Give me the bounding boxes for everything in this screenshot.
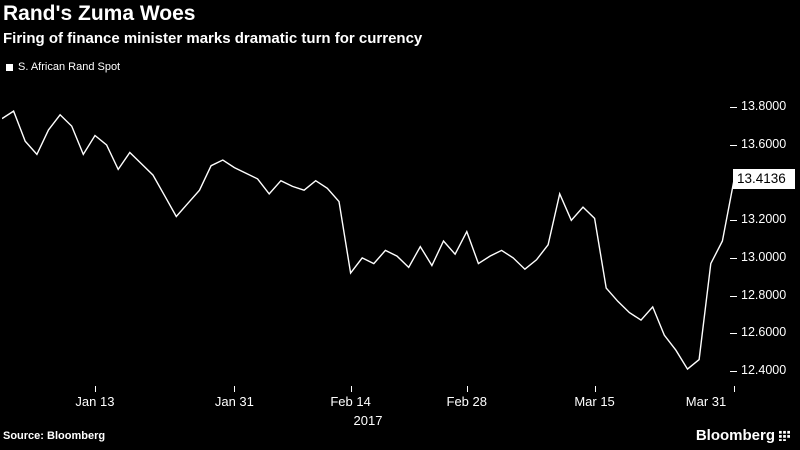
y-axis-tickmark bbox=[730, 333, 737, 335]
x-axis-label: Jan 13 bbox=[75, 394, 115, 409]
bloomberg-wordmark: Bloomberg bbox=[695, 427, 775, 444]
x-axis-tickmark bbox=[466, 386, 468, 392]
y-axis-tickmark bbox=[730, 370, 737, 372]
y-axis-label: 12.6000 bbox=[741, 325, 787, 340]
y-axis-label: 13.8000 bbox=[741, 99, 787, 114]
x-axis-label: Feb 14 bbox=[330, 394, 371, 409]
price-line-chart bbox=[2, 110, 734, 371]
x-axis-tickmark bbox=[94, 386, 96, 392]
y-axis-tickmark bbox=[730, 257, 737, 259]
x-axis-label: Feb 28 bbox=[446, 394, 487, 409]
legend: S. African Rand Spot bbox=[6, 61, 120, 73]
x-axis-label: Mar 15 bbox=[574, 394, 615, 409]
y-axis-label: 12.8000 bbox=[741, 287, 787, 302]
chart-title: Rand's Zuma Woes bbox=[3, 2, 196, 25]
x-axis-label: Jan 31 bbox=[214, 394, 254, 409]
y-axis-label: 13.6000 bbox=[741, 136, 787, 151]
chart-subtitle: Firing of finance minister marks dramati… bbox=[3, 30, 423, 47]
x-axis-tickmark bbox=[594, 386, 596, 392]
price-line bbox=[2, 110, 734, 371]
y-axis-label: 12.4000 bbox=[741, 362, 787, 377]
x-axis-tickmark bbox=[234, 386, 236, 392]
x-axis-tickmark bbox=[350, 386, 352, 392]
source-attribution: Source: Bloomberg bbox=[3, 430, 106, 442]
y-axis-tickmark bbox=[730, 107, 737, 109]
y-axis-label: 13.0000 bbox=[741, 249, 787, 264]
last-price-badge: 13.4136 bbox=[733, 169, 795, 190]
bloomberg-logo: Bloomberg bbox=[696, 427, 790, 444]
bloomberg-grid-icon bbox=[779, 430, 790, 441]
x-axis-year-label: 2017 bbox=[353, 413, 383, 428]
legend-series-label: S. African Rand Spot bbox=[18, 61, 121, 73]
x-axis-tickmark bbox=[734, 386, 735, 392]
legend-swatch-icon bbox=[6, 63, 13, 71]
y-axis-label: 13.2000 bbox=[741, 212, 787, 227]
y-axis-tickmark bbox=[730, 295, 737, 297]
y-axis-tickmark bbox=[730, 144, 737, 146]
x-axis-label: Mar 31 bbox=[685, 394, 727, 409]
y-axis-tickmark bbox=[730, 220, 737, 222]
